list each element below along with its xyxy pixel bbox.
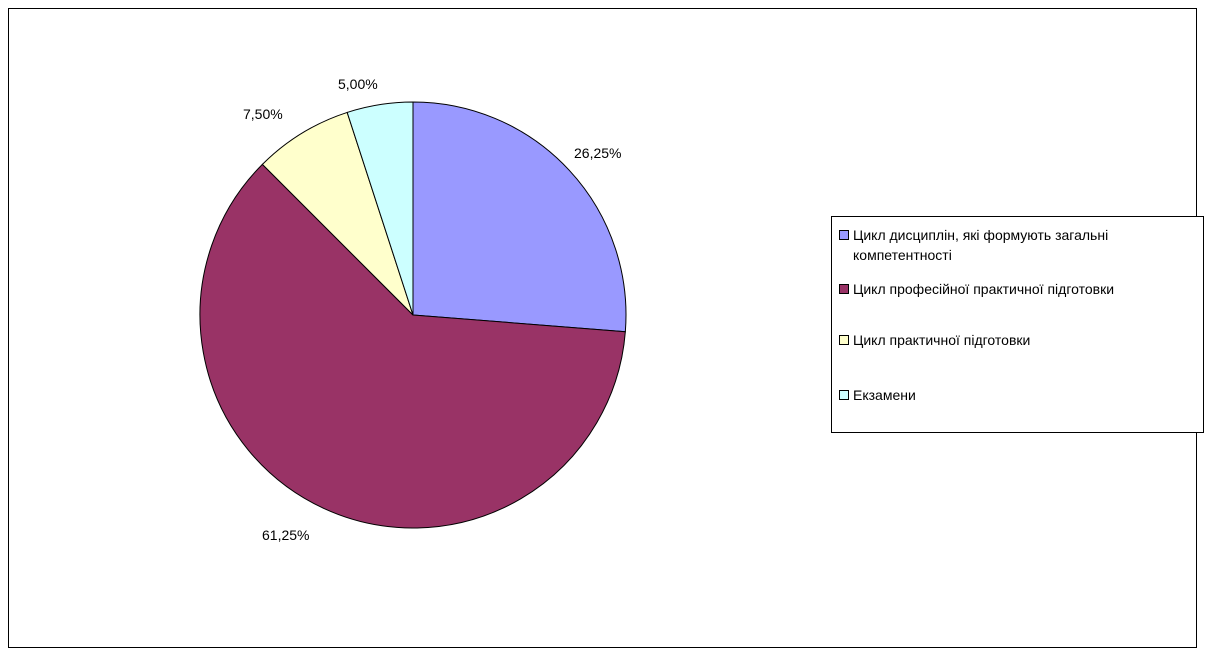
pie-chart: 26,25% 61,25% 7,50% 5,00%	[199, 76, 627, 543]
data-label-practical: 7,50%	[243, 106, 283, 122]
pie-slice-general-competencies	[412, 101, 627, 333]
legend-swatch-exams	[839, 390, 849, 400]
legend-label-exams: Екзамени	[853, 387, 916, 403]
legend-swatch-professional-practical	[839, 284, 849, 294]
pie-slice-exams	[346, 101, 414, 316]
legend-swatch-practical	[839, 335, 849, 345]
legend-item-practical: Цикл практичної підготовки	[839, 330, 1199, 350]
legend-item-general-competencies: Цикл дисциплін, які формують загальні ко…	[839, 225, 1199, 265]
legend: Цикл дисциплін, які формують загальні ко…	[831, 216, 1204, 433]
chart-frame: 26,25% 61,25% 7,50% 5,00% Цикл дисциплін, я…	[8, 8, 1204, 648]
legend-swatch-general-competencies	[839, 230, 849, 240]
legend-item-exams: Екзамени	[839, 385, 1199, 405]
data-label-exams: 5,00%	[338, 76, 378, 92]
legend-label-general-competencies: Цикл дисциплін, які формують загальні ко…	[853, 227, 1109, 263]
pie-slice-practical	[261, 111, 414, 316]
legend-label-professional-practical: Цикл професійної практичної підготовки	[853, 281, 1115, 297]
legend-label-practical: Цикл практичної підготовки	[853, 332, 1031, 348]
data-label-professional-practical: 61,25%	[262, 527, 309, 543]
pie-slice-professional-practical	[199, 163, 626, 529]
legend-item-professional-practical: Цикл професійної практичної підготовки	[839, 279, 1199, 299]
data-label-general-competencies: 26,25%	[574, 145, 621, 161]
